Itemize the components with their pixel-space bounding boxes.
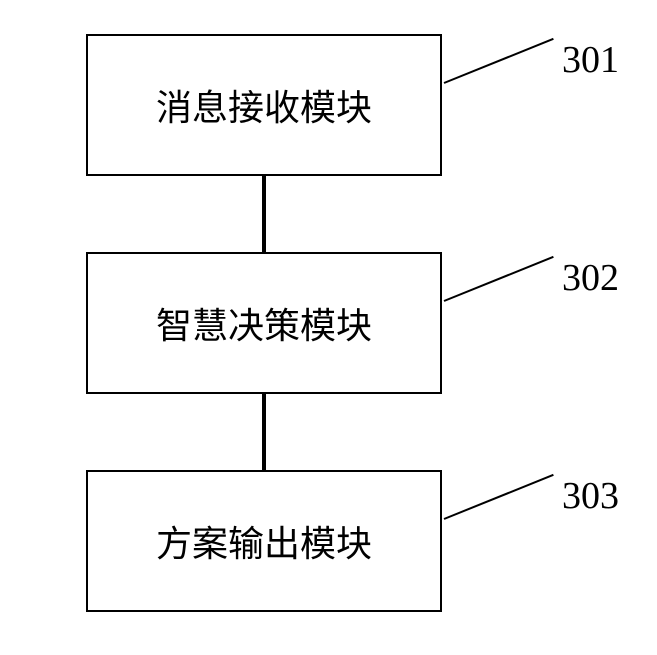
callout-303: 303 [562, 474, 619, 518]
node-label: 方案输出模块 [156, 515, 372, 567]
node-label: 消息接收模块 [156, 79, 372, 131]
edge-n1-n2 [262, 176, 266, 252]
node-scheme-output: 方案输出模块 [86, 470, 442, 612]
callout-line [444, 256, 554, 302]
callout-301: 301 [562, 38, 619, 82]
callout-line [444, 38, 554, 84]
flowchart-diagram: 消息接收模块 301 智慧决策模块 302 方案输出模块 303 [0, 0, 657, 655]
edge-n2-n3 [262, 394, 266, 470]
node-message-receive: 消息接收模块 [86, 34, 442, 176]
node-smart-decision: 智慧决策模块 [86, 252, 442, 394]
node-label: 智慧决策模块 [156, 297, 372, 349]
callout-line [444, 474, 554, 520]
callout-302: 302 [562, 256, 619, 300]
